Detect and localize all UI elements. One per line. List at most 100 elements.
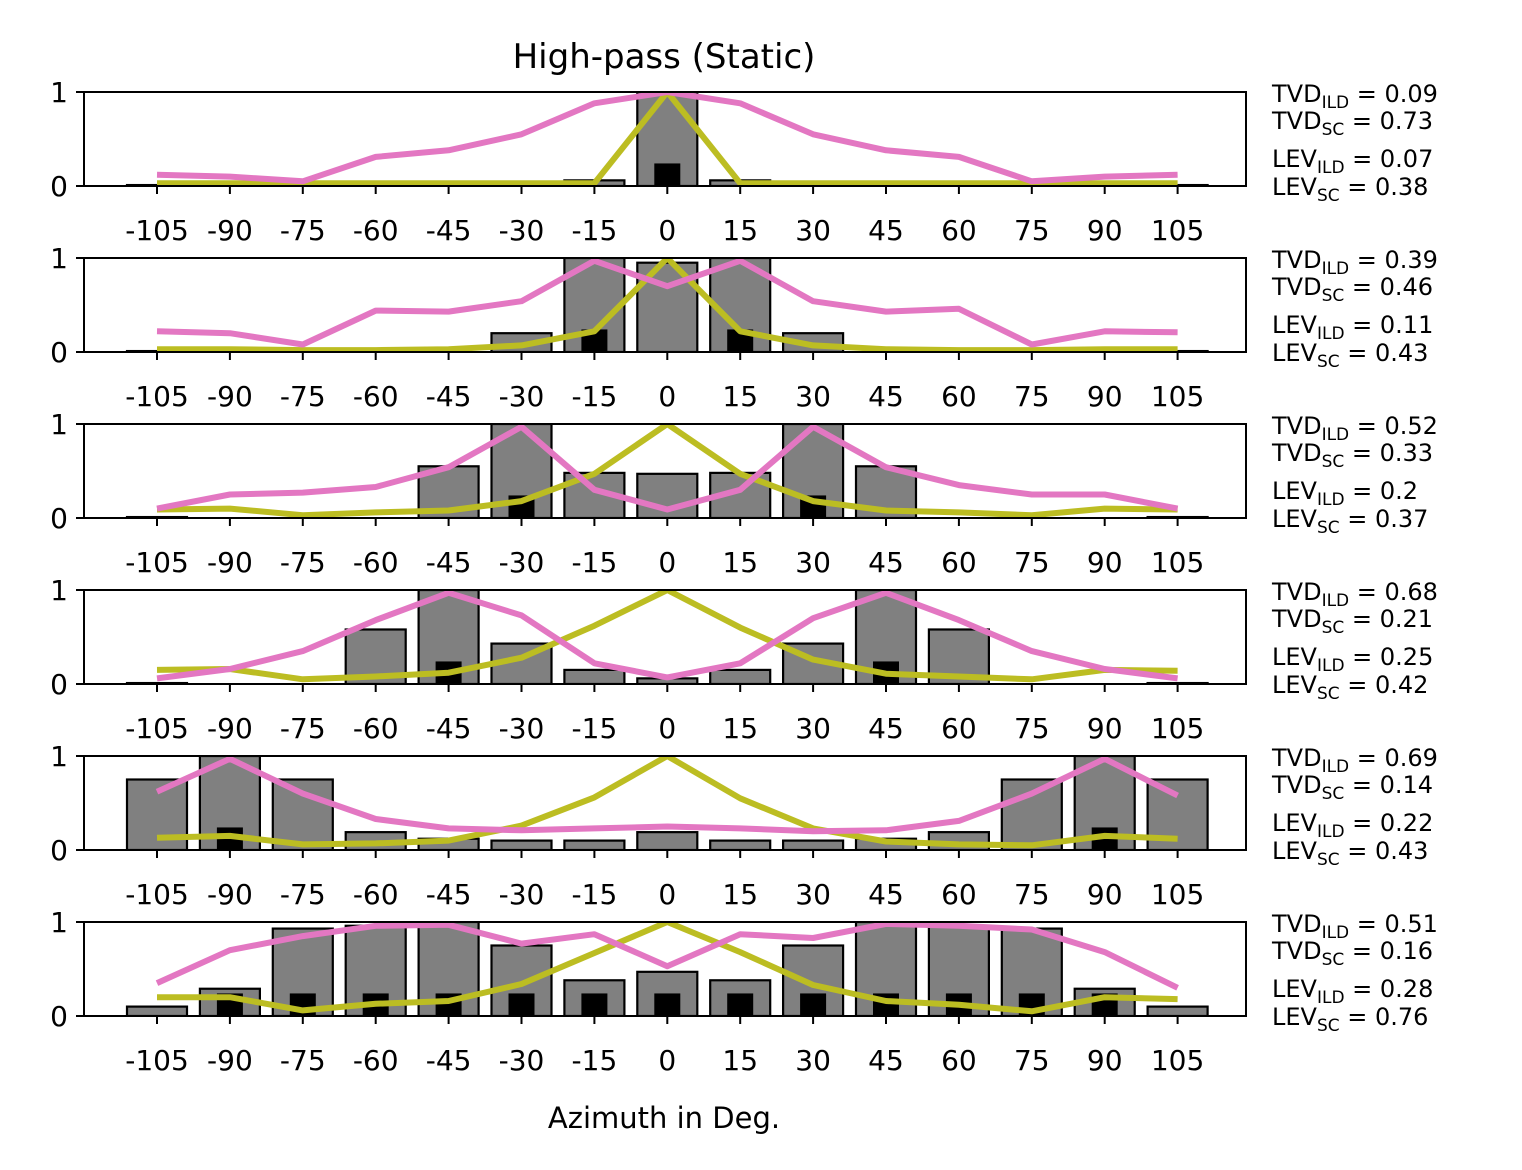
- metric-value: 0.46: [1380, 273, 1433, 301]
- x-tick-label: -105: [125, 712, 189, 745]
- series-line-pink: [155, 922, 1179, 991]
- x-tick-label: -75: [280, 712, 326, 745]
- y-tick-label: 0: [50, 336, 68, 369]
- x-tick-label: -105: [125, 878, 189, 911]
- x-tick-label: 45: [868, 878, 904, 911]
- x-tick-label: -15: [572, 214, 618, 247]
- x-tick-label: -90: [207, 1044, 253, 1077]
- metric-value: 0.07: [1380, 145, 1433, 173]
- metric-tvd-ild: TVDILD = 0.52: [1271, 412, 1438, 445]
- x-tick-label: -60: [353, 380, 399, 413]
- axes-frame: [83, 91, 1247, 187]
- x-tick-label: 105: [1151, 546, 1204, 579]
- metric-value: 0.73: [1380, 107, 1433, 135]
- bar-gray: [125, 1005, 189, 1016]
- x-tick-label: 15: [722, 214, 758, 247]
- series-line-pink: [156, 590, 1178, 682]
- x-tick-label: 15: [722, 546, 758, 579]
- x-tick-label: 90: [1087, 546, 1123, 579]
- x-tick-label: -105: [125, 546, 189, 579]
- x-tick-label: 75: [1014, 380, 1050, 413]
- x-tick-label: 0: [658, 546, 676, 579]
- bar-gray: [1146, 1005, 1209, 1016]
- x-tick-label: -45: [426, 712, 472, 745]
- bar-black: [654, 993, 681, 1016]
- x-tick-label: -15: [572, 546, 618, 579]
- x-tick-label: 30: [795, 712, 831, 745]
- x-tick-label: -90: [207, 380, 253, 413]
- x-tick-label: 0: [658, 712, 676, 745]
- metric-tvd-ild: TVDILD = 0.68: [1271, 578, 1438, 611]
- bar-gray: [636, 831, 699, 850]
- x-tick-label: 15: [722, 380, 758, 413]
- metric-tvd-sc: TVDSC = 0.73: [1271, 107, 1433, 140]
- x-tick-label: 30: [795, 878, 831, 911]
- metric-lev-ild: LEVILD = 0.07: [1272, 145, 1433, 178]
- metric-value: 0.14: [1380, 771, 1433, 799]
- metric-lev-sc: LEVSC = 0.37: [1272, 505, 1428, 538]
- metric-value: 0.21: [1380, 605, 1433, 633]
- x-tick-label: 75: [1014, 878, 1050, 911]
- x-tick-label: 15: [722, 1044, 758, 1077]
- x-tick-label: 0: [658, 1044, 676, 1077]
- x-tick-label: 30: [795, 1044, 831, 1077]
- chart-title: High-pass (Static): [513, 37, 816, 77]
- metric-value: 0.39: [1385, 246, 1438, 274]
- metric-tvd-ild: TVDILD = 0.51: [1271, 910, 1438, 943]
- x-tick-label: 0: [658, 380, 676, 413]
- metric-tvd-ild: TVDILD = 0.39: [1271, 246, 1438, 279]
- x-tick-label: 105: [1151, 878, 1204, 911]
- x-tick-label: 45: [868, 1044, 904, 1077]
- y-tick-label: 1: [50, 242, 68, 275]
- x-tick-label: -15: [572, 712, 618, 745]
- x-tick-label: 90: [1087, 712, 1123, 745]
- axes-frame: [83, 755, 1247, 851]
- series-line-pink: [156, 258, 1178, 348]
- x-tick-label: -90: [207, 214, 253, 247]
- metric-value: 0.28: [1380, 975, 1433, 1003]
- metric-value: 0.51: [1385, 910, 1438, 938]
- y-tick-label: 0: [50, 1000, 68, 1033]
- x-tick-label: -60: [353, 878, 399, 911]
- x-tick-label: 90: [1087, 380, 1123, 413]
- x-tick-label: 30: [795, 380, 831, 413]
- x-tick-label: -45: [426, 878, 472, 911]
- metric-value: 0.2: [1380, 477, 1418, 505]
- x-tick-label: 75: [1014, 1044, 1050, 1077]
- metric-tvd-sc: TVDSC = 0.16: [1271, 937, 1433, 970]
- series-line-pink: [155, 756, 1179, 835]
- bar-gray: [709, 668, 772, 684]
- metric-lev-sc: LEVSC = 0.76: [1272, 1003, 1428, 1036]
- axes-frame: [83, 921, 1247, 1017]
- metric-lev-ild: LEVILD = 0.2: [1272, 477, 1418, 510]
- x-tick-label: -60: [353, 546, 399, 579]
- x-tick-label: 75: [1014, 214, 1050, 247]
- metric-lev-ild: LEVILD = 0.28: [1272, 975, 1433, 1008]
- x-tick-label: 15: [722, 712, 758, 745]
- metric-value: 0.16: [1380, 937, 1433, 965]
- x-tick-label: -75: [280, 214, 326, 247]
- metric-tvd-sc: TVDSC = 0.46: [1271, 273, 1433, 306]
- x-axis-label: Azimuth in Deg.: [548, 1101, 780, 1135]
- panel-3: 1 0 -105 -90 -75 -60 -45 -30 -15 0 15 30 45 60 75 90 105…: [50, 408, 1438, 579]
- metric-value: 0.33: [1380, 439, 1433, 467]
- panel-6: 1 0 -105 -90 -75 -60 -45 -30 -15 0 15 30 45 60 75 90 105…: [50, 906, 1438, 1077]
- x-tick-label: 75: [1014, 712, 1050, 745]
- metric-tvd-sc: TVDSC = 0.21: [1271, 605, 1433, 638]
- x-tick-label: -60: [353, 1044, 399, 1077]
- x-tick-label: 105: [1151, 1044, 1204, 1077]
- metric-value: 0.25: [1380, 643, 1433, 671]
- x-tick-label: 30: [795, 546, 831, 579]
- plot-area: [125, 258, 1209, 352]
- metric-tvd-sc: TVDSC = 0.14: [1271, 771, 1433, 804]
- x-tick-label: 90: [1087, 878, 1123, 911]
- x-tick-label: -105: [125, 380, 189, 413]
- x-tick-label: 60: [941, 712, 977, 745]
- bar-black: [800, 993, 827, 1016]
- panel-2: 1 0 -105 -90 -75 -60 -45 -30 -15 0 15 30 45 60 75 90 105…: [50, 242, 1438, 413]
- series-line-olive: [157, 922, 1178, 1015]
- x-tick-label: -105: [125, 1044, 189, 1077]
- bar-gray: [271, 927, 334, 1016]
- x-tick-label: -75: [280, 546, 326, 579]
- x-tick-label: 15: [722, 878, 758, 911]
